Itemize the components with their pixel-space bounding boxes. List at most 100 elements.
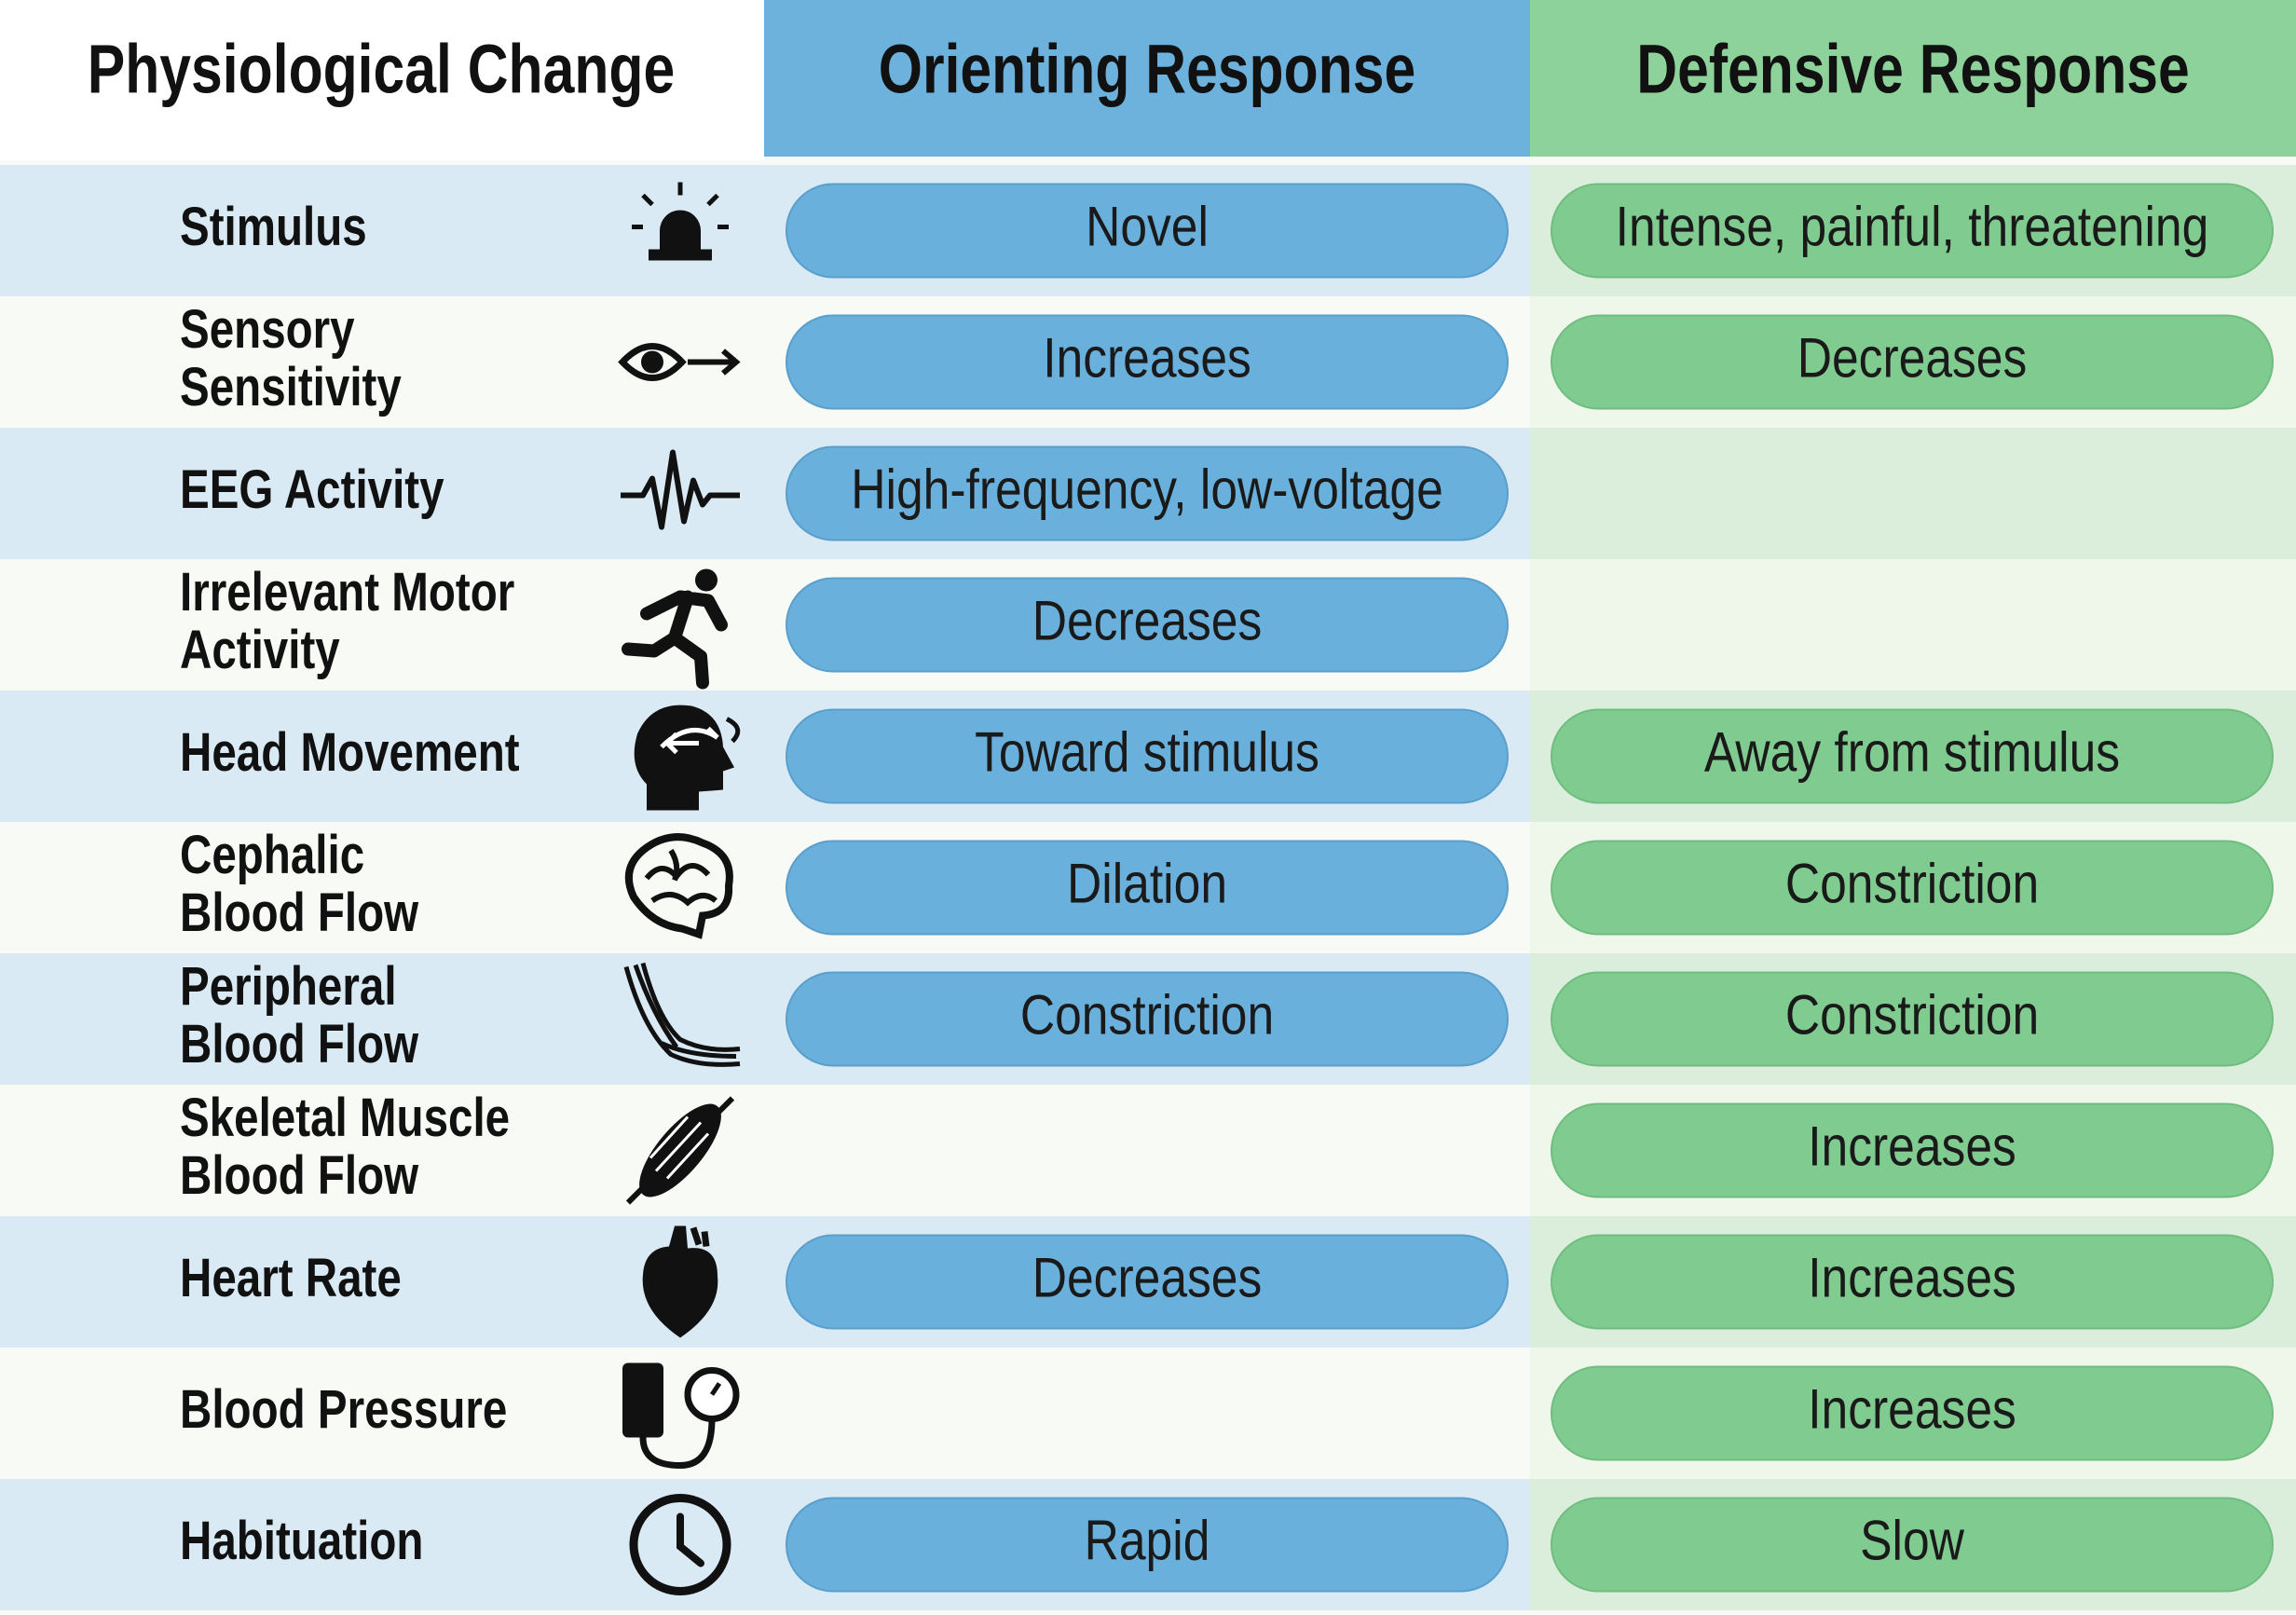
cell-text: Constriction [1785, 852, 2039, 915]
pill-group: Decreases [1797, 326, 2028, 390]
cell-pill [786, 708, 1509, 804]
row-label: Irrelevant Motor [180, 562, 514, 623]
label-group: Blood Pressure [180, 1379, 507, 1440]
cell-pill [1551, 1365, 2274, 1461]
pill-group: Constriction [1785, 852, 2039, 915]
cell-text: Intense, painful, threatening [1616, 195, 2209, 258]
row-label: EEG Activity [180, 459, 444, 520]
row-icon [634, 705, 741, 811]
row-icon [622, 1362, 740, 1470]
row-label: Head Movement [180, 722, 520, 783]
label-group: Heart Rate [180, 1248, 402, 1308]
cell-text: Dilation [1067, 852, 1227, 915]
cell-text: Increases [1808, 1377, 2016, 1441]
row-label: Stimulus [180, 197, 367, 257]
label-group: Sensory [180, 299, 355, 360]
cell-text: Constriction [1785, 983, 2039, 1047]
cell-pill [786, 314, 1509, 410]
label-group: Blood Flow [180, 883, 419, 943]
row-icon [622, 568, 728, 690]
label-group: Head Movement [180, 722, 520, 783]
row-icon [618, 343, 741, 381]
label-group: Sensitivity [180, 357, 402, 417]
cell-text: High-frequency, low-voltage [851, 458, 1443, 521]
pill-group: Slow [1860, 1509, 1964, 1572]
label-group: Peripheral [180, 956, 397, 1017]
pill-group: Decreases [1032, 1246, 1263, 1309]
cell-pill [786, 183, 1509, 279]
cell-pill [1551, 971, 2274, 1067]
header-cell [0, 0, 764, 160]
cell-pill [786, 445, 1509, 541]
row-icon [625, 1096, 735, 1205]
cell-pill [786, 577, 1509, 673]
label-group: Blood Flow [180, 1145, 419, 1206]
row-icon [632, 182, 729, 261]
column-header: Physiological Change [88, 32, 675, 108]
cell-pill [1551, 840, 2274, 936]
header-group: Orienting Response [879, 32, 1415, 108]
header-cell [1530, 0, 2296, 157]
pill-group: Toward stimulus [975, 720, 1319, 784]
table-body: Stimulus Novel Intense, painful, threateni… [0, 165, 2296, 1610]
cell-pill [786, 840, 1509, 936]
cell-text: Away from stimulus [1704, 720, 2120, 784]
row-icon [624, 833, 733, 939]
label-group: Cephalic [180, 825, 364, 885]
pill-group: High-frequency, low-voltage [851, 458, 1443, 521]
label-group: Blood Flow [180, 1014, 419, 1074]
cell-pill [1551, 1102, 2274, 1198]
row-label: Sensitivity [180, 357, 402, 417]
cell-text: Increases [1808, 1246, 2016, 1309]
row-label: Cephalic [180, 825, 364, 885]
cell-text: Decreases [1032, 1246, 1263, 1309]
pill-group: Dilation [1067, 852, 1227, 915]
row-icon [621, 449, 740, 530]
row-label: Habituation [180, 1511, 423, 1571]
cell-pill [786, 1234, 1509, 1330]
cell-pill [1551, 183, 2274, 279]
pill-group: Increases [1808, 1246, 2016, 1309]
cell-pill [1551, 1234, 2274, 1330]
row-icon [623, 962, 741, 1067]
cell-text: Slow [1860, 1509, 1964, 1572]
row-label: Heart Rate [180, 1248, 402, 1308]
row-label: Blood Pressure [180, 1379, 507, 1440]
label-group: Activity [180, 620, 340, 680]
pill-group: Increases [1808, 1377, 2016, 1441]
pill-group: Rapid [1085, 1509, 1210, 1572]
row-label: Activity [180, 620, 340, 680]
header-cell [764, 0, 1530, 157]
label-group: EEG Activity [180, 459, 444, 520]
cell-pill [1551, 708, 2274, 804]
row-label: Blood Flow [180, 1145, 419, 1206]
cell-text: Toward stimulus [975, 720, 1319, 784]
row-label: Blood Flow [180, 1014, 419, 1074]
pill-group: Increases [1808, 1115, 2016, 1178]
defensive-column-tint [1530, 428, 2296, 559]
pill-group: Novel [1086, 195, 1209, 258]
row-label: Peripheral [180, 956, 397, 1017]
label-group: Skeletal Muscle [180, 1088, 510, 1148]
cell-pill [1551, 1497, 2274, 1593]
row-icon [642, 1225, 718, 1338]
header-group: Defensive Response [1636, 32, 2189, 108]
cell-pill [1551, 314, 2274, 410]
header-group: Physiological Change [88, 32, 675, 108]
cell-pill [786, 971, 1509, 1067]
row-icon [629, 1494, 731, 1595]
pill-group: Decreases [1032, 589, 1263, 652]
row-label: Sensory [180, 299, 355, 360]
cell-text: Decreases [1032, 589, 1263, 652]
pill-group: Away from stimulus [1704, 720, 2120, 784]
cell-text: Decreases [1797, 326, 2028, 390]
cell-text: Increases [1808, 1115, 2016, 1178]
pill-group: Constriction [1020, 983, 1274, 1047]
column-header: Orienting Response [879, 32, 1415, 108]
column-header: Defensive Response [1636, 32, 2189, 108]
label-group: Irrelevant Motor [180, 562, 514, 623]
defensive-column-tint [1530, 559, 2296, 691]
pill-group: Intense, painful, threatening [1616, 195, 2209, 258]
label-group: Habituation [180, 1511, 423, 1571]
